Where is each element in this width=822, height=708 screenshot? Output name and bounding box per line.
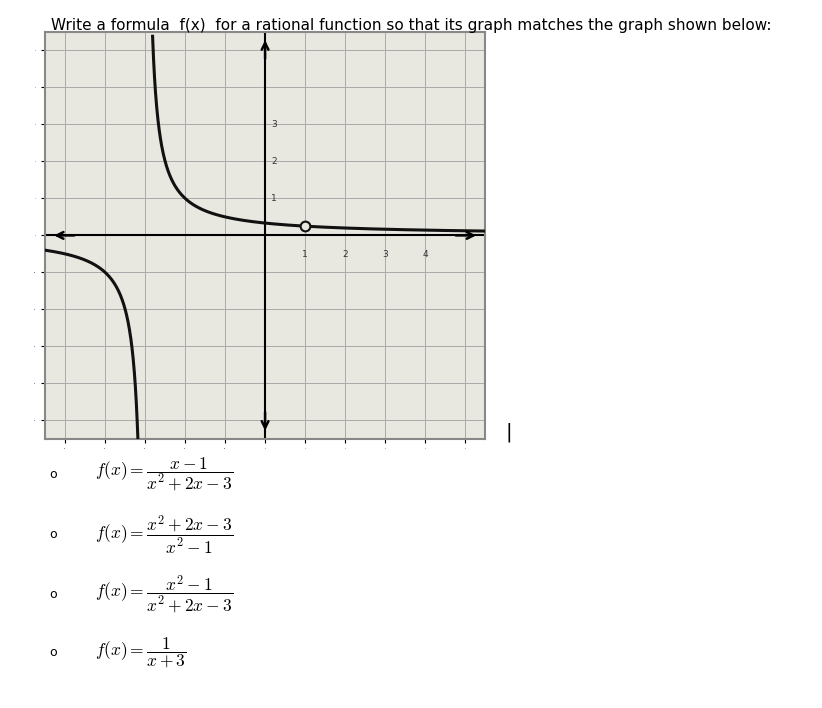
Text: $f(x) = \dfrac{x^2+2x-3}{x^2-1}$: $f(x) = \dfrac{x^2+2x-3}{x^2-1}$ bbox=[95, 513, 233, 556]
Text: 2: 2 bbox=[342, 250, 348, 259]
Text: 1: 1 bbox=[302, 250, 308, 259]
Text: o: o bbox=[49, 468, 57, 481]
Text: Write a formula  f(x)  for a rational function so that its graph matches the gra: Write a formula f(x) for a rational func… bbox=[51, 18, 771, 33]
Text: 1: 1 bbox=[271, 194, 277, 203]
Text: 2: 2 bbox=[271, 157, 277, 166]
Text: o: o bbox=[49, 588, 57, 601]
Text: $f(x) = \dfrac{x-1}{x^2+2x-3}$: $f(x) = \dfrac{x-1}{x^2+2x-3}$ bbox=[95, 456, 233, 493]
Text: $f(x) = \dfrac{1}{x+3}$: $f(x) = \dfrac{1}{x+3}$ bbox=[95, 636, 186, 670]
Text: 3: 3 bbox=[271, 120, 277, 129]
Text: 4: 4 bbox=[423, 250, 427, 259]
Text: o: o bbox=[49, 528, 57, 541]
Text: 3: 3 bbox=[382, 250, 388, 259]
Text: |: | bbox=[506, 423, 512, 442]
Text: o: o bbox=[49, 646, 57, 659]
Text: $f(x) = \dfrac{x^2-1}{x^2+2x-3}$: $f(x) = \dfrac{x^2-1}{x^2+2x-3}$ bbox=[95, 574, 233, 615]
